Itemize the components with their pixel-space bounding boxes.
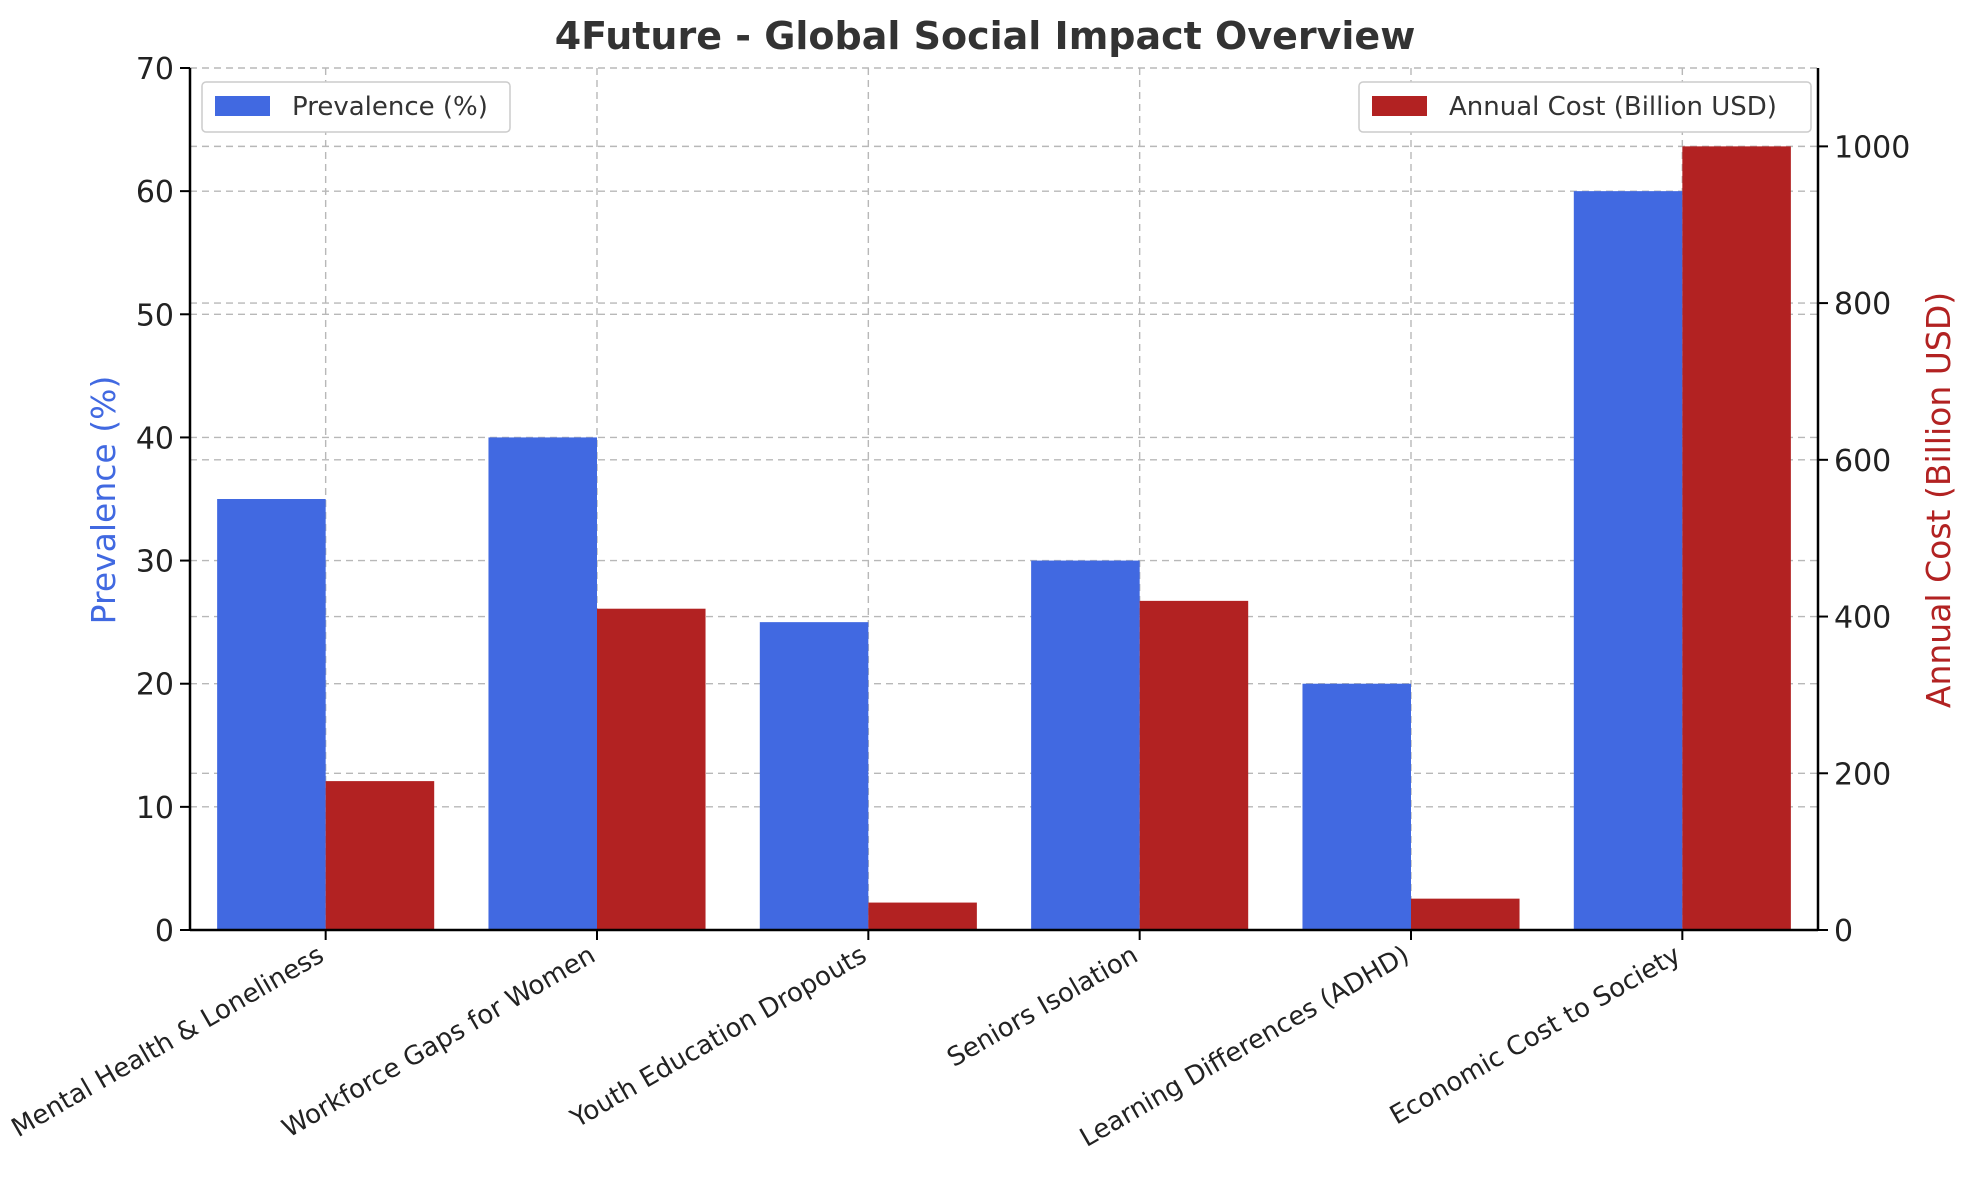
bar-prevalence xyxy=(488,437,597,930)
legend-prevalence-box xyxy=(201,81,511,133)
y-axis-label-left: Prevalence (%) xyxy=(84,376,123,625)
y-tick-label-left: 60 xyxy=(136,175,174,210)
y-tick-label-left: 0 xyxy=(155,914,174,949)
y-tick-label-left: 70 xyxy=(136,52,174,87)
bar-layer xyxy=(217,146,1791,931)
y-tick-label-right: 200 xyxy=(1834,757,1891,792)
y-tick-label-left: 20 xyxy=(136,668,174,703)
bar-prevalence xyxy=(217,499,326,930)
legend-cost: Annual Cost (Billion USD) xyxy=(1358,81,1812,133)
bar-prevalence xyxy=(1031,560,1140,930)
y-tick-label-right: 800 xyxy=(1834,287,1891,322)
y-tick-label-left: 50 xyxy=(136,298,174,333)
y-axis-label-right: Annual Cost (Billion USD) xyxy=(1919,292,1958,708)
x-tick-label: Economic Cost to Society xyxy=(1385,940,1686,1131)
legend-prevalence: Prevalence (%) xyxy=(201,81,511,133)
bar-prevalence xyxy=(759,622,869,930)
x-tick-label: Mental Health & Loneliness xyxy=(7,940,330,1144)
y-tick-label-left: 30 xyxy=(136,545,174,580)
y-tick-label-right: 400 xyxy=(1834,601,1891,636)
bar-annual-cost xyxy=(868,902,977,930)
grid-layer xyxy=(190,67,1818,930)
x-tick-label: Workforce Gaps for Women xyxy=(277,940,600,1144)
bar-annual-cost xyxy=(1682,146,1791,930)
legend-cost-swatch xyxy=(1372,96,1427,116)
bar-annual-cost xyxy=(325,781,435,930)
y-tick-label-right: 1000 xyxy=(1834,130,1910,165)
bar-annual-cost xyxy=(1411,898,1520,930)
legend-prevalence-label: Prevalence (%) xyxy=(292,92,488,122)
bar-prevalence xyxy=(1573,191,1683,931)
x-tick-label: Seniors Isolation xyxy=(942,940,1143,1073)
y-tick-label-right: 600 xyxy=(1834,444,1891,479)
y-tick-label-right: 0 xyxy=(1834,914,1853,949)
legend-prevalence-swatch xyxy=(215,96,270,116)
bar-annual-cost xyxy=(1139,600,1249,930)
bar-annual-cost xyxy=(597,608,706,930)
chart-title: 4Future - Global Social Impact Overview xyxy=(555,14,1416,58)
legend-cost-label: Annual Cost (Billion USD) xyxy=(1449,92,1777,122)
y-tick-label-left: 10 xyxy=(136,791,174,826)
legend-cost-box xyxy=(1358,81,1812,133)
x-tick-label: Youth Education Dropouts xyxy=(565,940,872,1135)
bar-prevalence xyxy=(1302,683,1411,930)
y-tick-label-left: 40 xyxy=(136,421,174,456)
